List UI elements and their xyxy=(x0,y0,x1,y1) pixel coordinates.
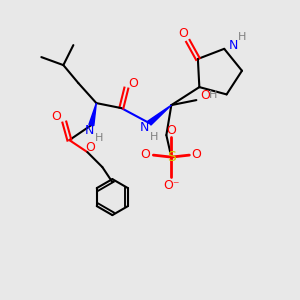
Text: H: H xyxy=(95,133,103,143)
Polygon shape xyxy=(89,103,96,126)
Text: H: H xyxy=(150,132,158,142)
Text: S: S xyxy=(167,150,176,164)
Text: O: O xyxy=(128,76,138,90)
Text: O: O xyxy=(51,110,61,123)
Text: N: N xyxy=(85,124,94,136)
Text: O: O xyxy=(85,141,95,154)
Polygon shape xyxy=(148,105,171,125)
Text: O: O xyxy=(167,124,176,136)
Text: O: O xyxy=(140,148,150,160)
Text: O⁻: O⁻ xyxy=(163,178,180,192)
Text: H: H xyxy=(238,32,246,42)
Text: O: O xyxy=(191,148,201,160)
Text: O: O xyxy=(200,88,210,102)
Text: N: N xyxy=(229,39,239,52)
Text: H: H xyxy=(209,90,218,100)
Text: N: N xyxy=(140,121,149,134)
Text: O: O xyxy=(178,27,188,40)
